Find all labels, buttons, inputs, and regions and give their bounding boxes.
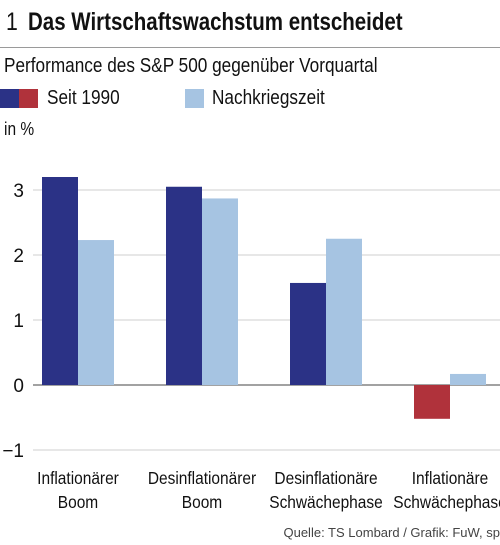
bar-nachkriegszeit (202, 198, 238, 385)
y-tick-label: 1 (13, 311, 24, 332)
bar-nachkriegszeit (78, 240, 114, 385)
chart-subtitle: Performance des S&P 500 gegenüber Vorqua… (4, 55, 378, 77)
bar-nachkriegszeit (450, 373, 486, 385)
legend-swatch-nachkriegszeit (185, 89, 204, 108)
y-tick-label: 0 (13, 376, 24, 397)
title-divider (0, 47, 500, 48)
y-tick-label: −1 (2, 441, 24, 462)
figure-title: Das Wirtschaftswachstum entscheidet (27, 7, 403, 36)
x-category-label: Desinflationäre Schwächephase (269, 468, 382, 512)
legend-swatch-seit-1990-positive (0, 89, 19, 108)
y-tick-label: 3 (13, 181, 24, 202)
x-category-label: Inflationäre Schwächephase (393, 468, 500, 512)
bar-nachkriegszeit (326, 238, 362, 385)
bar-seit-1990 (290, 282, 326, 385)
legend-label-seit-1990: Seit 1990 (47, 87, 120, 109)
y-tick-label: 2 (13, 246, 24, 267)
bar-seit-1990 (414, 385, 450, 419)
bar-seit-1990 (42, 177, 78, 385)
y-axis-unit: in % (4, 119, 35, 139)
legend: Seit 1990 Nachkriegszeit (0, 87, 500, 111)
figure-title-row: 1 Das Wirtschaftswachstum entscheidet (6, 6, 485, 38)
legend-label-nachkriegszeit: Nachkriegszeit (212, 87, 325, 109)
bar-seit-1990 (166, 186, 202, 385)
x-category-label: Desinflationärer Boom (148, 468, 257, 512)
legend-swatch-seit-1990-negative (19, 89, 38, 108)
bar-chart: −1 0 1 2 3 Inflationärer Boom Desinflationärer B… (2, 177, 500, 512)
figure-number: 1 (6, 7, 18, 36)
x-category-label: Inflationärer Boom (37, 468, 119, 512)
source-credit: Quelle: TS Lombard / Grafik: FuW, sp (283, 525, 500, 540)
